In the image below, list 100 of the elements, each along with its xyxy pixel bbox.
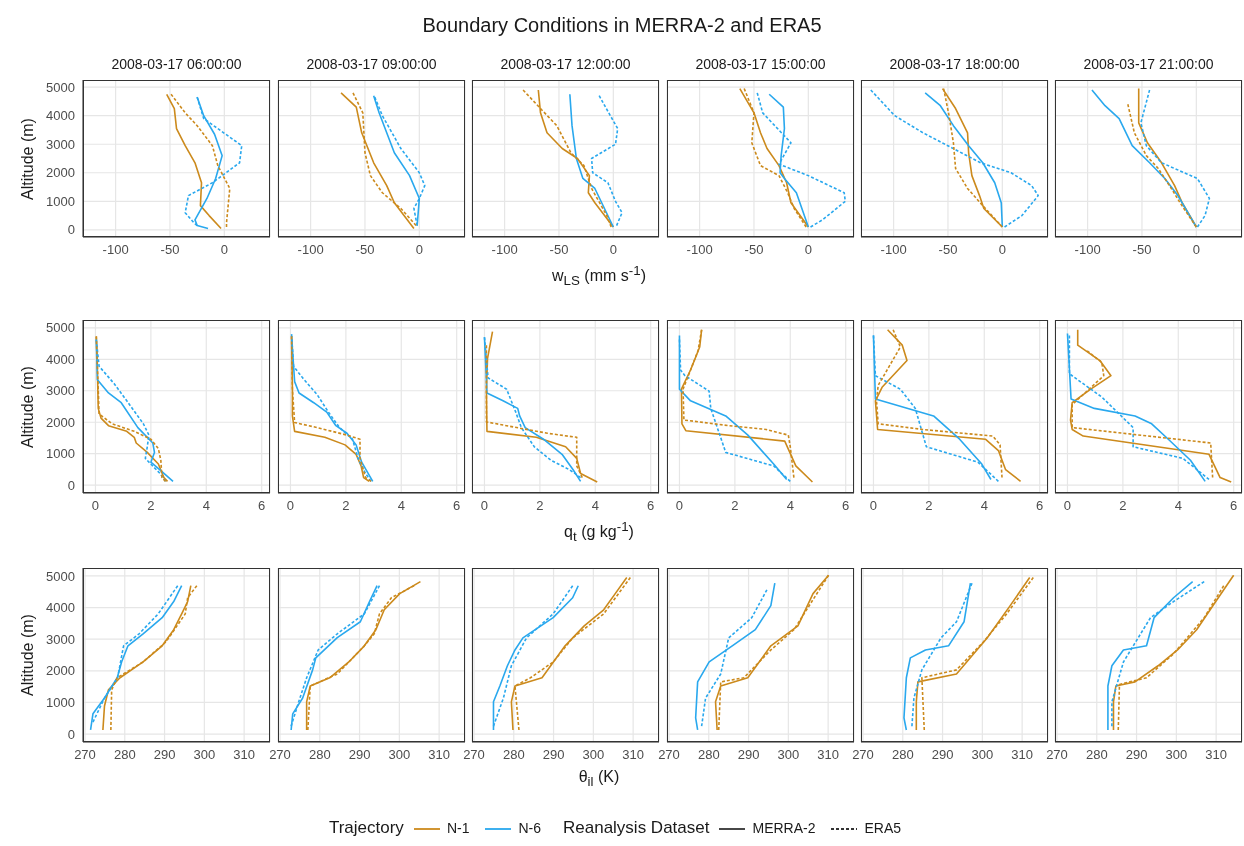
chart-title: 2008-03-17 06:00:00 [111, 56, 242, 72]
x-tick-label: 2 [536, 498, 544, 514]
x-tick-label: 270 [74, 747, 96, 763]
x-tick-label: 270 [852, 747, 874, 763]
legend-label: MERRA-2 [752, 820, 816, 836]
x-tick-label: 0 [286, 498, 295, 514]
text: Reanalysis Dataset [563, 818, 710, 837]
x-tick-label: 310 [233, 747, 255, 763]
x-tick-label: 310 [1205, 747, 1227, 763]
x-tick-label: 0 [415, 242, 423, 258]
x-tick-label: -50 [938, 242, 958, 258]
x-tick-label: 300 [971, 747, 994, 763]
y-tick-label: 0 [67, 222, 75, 238]
y-tick-label: 0 [67, 477, 75, 493]
chart-title: 2008-03-17 12:00:00 [500, 56, 631, 72]
x-tick-label: 0 [1192, 242, 1200, 258]
x-tick-label: 280 [891, 747, 914, 763]
x-tick-label: 300 [777, 747, 800, 763]
x-tick-label: 270 [1046, 747, 1068, 763]
x-tick-label: 290 [153, 747, 176, 763]
x-tick-label: 6 [842, 498, 850, 514]
y-axis-title: Altitude (m) [19, 614, 36, 696]
y-tick-label: 3000 [46, 631, 75, 647]
x-tick-label: 300 [388, 747, 411, 763]
x-tick-label: 4 [202, 498, 210, 514]
x-tick-label: 2 [925, 498, 933, 514]
y-tick-label: 5000 [46, 320, 75, 336]
y-tick-label: 4000 [46, 108, 75, 124]
x-tick-label: 6 [1036, 498, 1044, 514]
x-tick-label: 270 [269, 747, 291, 763]
x-tick-label: 280 [308, 747, 331, 763]
x-tick-label: 0 [91, 498, 100, 514]
x-axis-title: θ$_{il}$ (K) [578, 768, 620, 790]
x-tick-label: 0 [998, 242, 1006, 258]
x-axis-title: q$_{t}$ (g kg$^{-1}$) [564, 519, 634, 545]
x-tick-label: 4 [786, 498, 794, 514]
x-tick-label: 2 [342, 498, 350, 514]
y-tick-label: 1000 [46, 193, 75, 209]
x-tick-label: 0 [804, 242, 812, 258]
x-tick-label: 6 [453, 498, 461, 514]
x-tick-label: -100 [880, 242, 907, 258]
chart-title: 2008-03-17 21:00:00 [1083, 56, 1214, 72]
x-tick-label: 2 [731, 498, 739, 514]
x-tick-label: 310 [428, 747, 450, 763]
y-tick-label: 4000 [46, 351, 75, 367]
y-axis-title: Altitude (m) [19, 117, 36, 200]
x-tick-label: 300 [1165, 747, 1188, 763]
y-tick-label: 1000 [46, 695, 75, 711]
x-tick-label: 0 [609, 242, 617, 258]
x-tick-label: 280 [1085, 747, 1108, 763]
y-tick-label: 4000 [46, 600, 75, 616]
text: Boundary Conditions in MERRA-2 and ERA5 [422, 14, 822, 36]
y-tick-label: 3000 [46, 136, 75, 152]
x-tick-label: 2 [1119, 498, 1127, 514]
chart-title: 2008-03-17 09:00:00 [306, 56, 437, 72]
x-tick-label: 2 [147, 498, 155, 514]
x-tick-label: -50 [549, 242, 569, 258]
chart-title: 2008-03-17 18:00:00 [889, 56, 1020, 72]
x-tick-label: -100 [1074, 242, 1101, 258]
x-tick-label: 4 [397, 498, 405, 514]
legend-label: N-6 [518, 820, 541, 836]
x-tick-label: 4 [980, 498, 988, 514]
x-tick-label: 290 [348, 747, 371, 763]
y-tick-label: 1000 [46, 446, 75, 462]
x-tick-label: -100 [102, 242, 129, 258]
x-tick-label: 0 [220, 242, 228, 258]
x-tick-label: 4 [591, 498, 599, 514]
legend-label: N-1 [446, 820, 470, 836]
x-tick-label: 290 [1125, 747, 1148, 763]
x-tick-label: 290 [931, 747, 954, 763]
x-tick-label: 280 [113, 747, 136, 763]
x-tick-label: -50 [355, 242, 375, 258]
x-tick-label: 0 [1063, 498, 1072, 514]
x-tick-label: 270 [658, 747, 680, 763]
x-tick-label: -100 [686, 242, 713, 258]
x-tick-label: 4 [1174, 498, 1182, 514]
x-tick-label: 310 [817, 747, 839, 763]
x-tick-label: -50 [744, 242, 764, 258]
y-tick-label: 5000 [46, 79, 75, 95]
legend-label: ERA5 [864, 820, 902, 836]
y-axis-title: Altitude (m) [19, 365, 36, 448]
x-tick-label: -100 [491, 242, 518, 258]
x-tick-label: -100 [297, 242, 324, 258]
y-tick-label: 2000 [46, 414, 75, 430]
chart-title: 2008-03-17 15:00:00 [695, 56, 826, 72]
x-tick-label: 280 [697, 747, 720, 763]
y-tick-label: 3000 [46, 383, 75, 399]
y-tick-label: 0 [67, 726, 75, 742]
x-tick-label: 0 [675, 498, 684, 514]
x-axis-title: w$_{LS}$ (mm s$^{-1}$) [552, 263, 646, 289]
x-tick-label: 6 [647, 498, 655, 514]
x-tick-label: -50 [1132, 242, 1152, 258]
x-tick-label: 0 [480, 498, 489, 514]
line-series [170, 93, 231, 228]
y-tick-label: 2000 [46, 165, 75, 181]
y-tick-label: 2000 [46, 663, 75, 679]
x-tick-label: 6 [258, 498, 266, 514]
x-tick-label: -50 [160, 242, 180, 258]
x-tick-label: 0 [869, 498, 878, 514]
x-tick-label: 280 [502, 747, 525, 763]
